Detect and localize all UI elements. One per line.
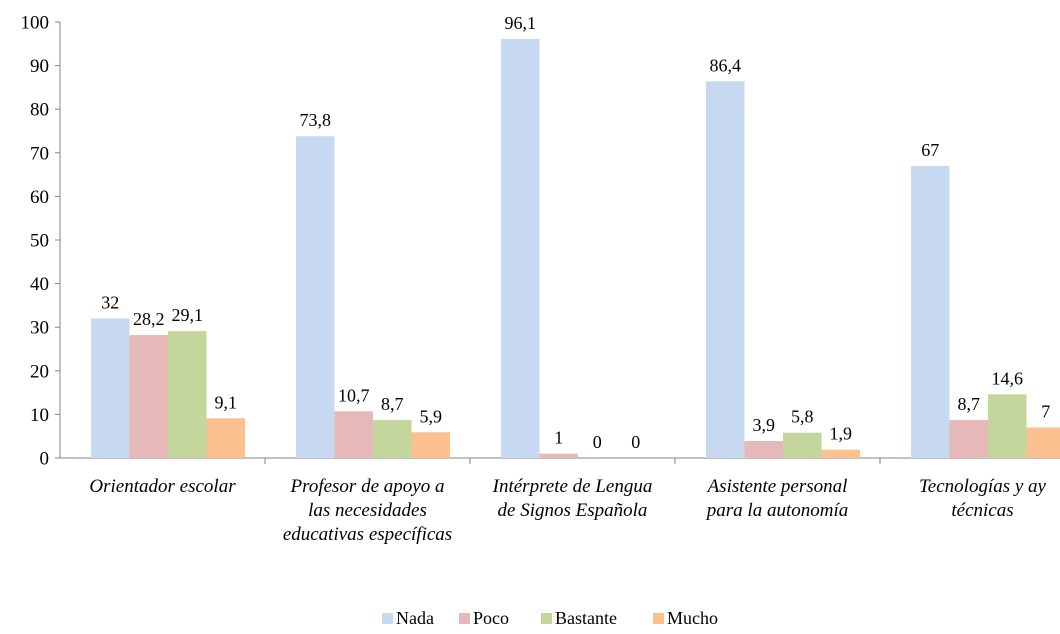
- y-tick-label: 100: [21, 13, 50, 34]
- data-label: 28,2: [133, 309, 165, 329]
- y-tick-label: 30: [30, 318, 49, 339]
- legend-label-mucho: Mucho: [667, 608, 718, 628]
- y-tick-label: 60: [30, 187, 49, 208]
- data-label: 9,1: [215, 392, 238, 412]
- data-label: 0: [593, 432, 602, 452]
- y-tick-label: 10: [30, 405, 49, 426]
- data-label: 8,7: [958, 394, 981, 414]
- bar-poco: [744, 440, 783, 458]
- bar-mucho: [411, 432, 450, 458]
- category-label: Asistente personal: [706, 476, 848, 497]
- bar-nada: [296, 136, 335, 458]
- legend-swatch-mucho: [653, 613, 664, 624]
- bar-mucho: [1026, 427, 1060, 458]
- data-label: 86,4: [710, 55, 742, 75]
- legend-label-poco: Poco: [473, 608, 509, 628]
- bar-nada: [91, 318, 130, 458]
- y-tick-label: 50: [30, 231, 49, 252]
- bar-poco: [949, 420, 988, 458]
- category-label: Tecnologías y ay: [919, 476, 1047, 497]
- data-label: 14,6: [992, 368, 1024, 388]
- bar-bastante: [168, 331, 207, 458]
- bar-mucho: [821, 449, 860, 458]
- y-tick-label: 20: [30, 361, 49, 382]
- bar-poco: [334, 411, 373, 458]
- y-tick-label: 90: [30, 56, 49, 77]
- legend-swatch-nada: [382, 613, 393, 624]
- data-label: 29,1: [172, 305, 204, 325]
- y-tick-label: 0: [40, 449, 50, 470]
- y-tick-label: 40: [30, 274, 49, 295]
- data-label: 5,8: [791, 407, 814, 427]
- data-label: 1,9: [830, 424, 853, 444]
- data-label: 73,8: [300, 110, 332, 130]
- data-label: 32: [101, 292, 119, 312]
- data-label: 1: [554, 428, 563, 448]
- bar-bastante: [988, 394, 1027, 458]
- category-label: Intérprete de Lengua: [492, 476, 653, 497]
- category-label: Profesor de apoyo a: [290, 476, 445, 497]
- y-tick-label: 70: [30, 143, 49, 164]
- bar-nada: [501, 39, 540, 459]
- category-label: de Signos Española: [498, 500, 648, 521]
- bar-mucho: [206, 418, 245, 458]
- legend-label-nada: Nada: [396, 608, 434, 628]
- data-label: 0: [631, 432, 640, 452]
- data-label: 3,9: [753, 415, 776, 435]
- bar-nada: [706, 81, 745, 459]
- legend-swatch-poco: [459, 613, 470, 624]
- y-tick-label: 80: [30, 100, 49, 121]
- data-label: 67: [921, 140, 939, 160]
- category-label: las necesidades: [308, 500, 427, 521]
- bar-poco: [129, 335, 168, 458]
- legend-swatch-bastante: [541, 613, 552, 624]
- data-label: 8,7: [381, 394, 404, 414]
- category-label: Orientador escolar: [89, 476, 236, 497]
- legend-label-bastante: Bastante: [555, 608, 617, 628]
- data-label: 5,9: [420, 406, 443, 426]
- category-label: para la autonomía: [705, 500, 848, 521]
- data-label: 96,1: [505, 13, 537, 33]
- data-label: 7: [1041, 401, 1050, 421]
- category-label: técnicas: [951, 500, 1013, 521]
- data-label: 10,7: [338, 385, 370, 405]
- bar-bastante: [373, 420, 412, 458]
- category-label: educativas específicas: [283, 524, 452, 545]
- bar-nada: [911, 165, 950, 458]
- bar-bastante: [783, 432, 822, 458]
- bar-poco: [539, 453, 578, 458]
